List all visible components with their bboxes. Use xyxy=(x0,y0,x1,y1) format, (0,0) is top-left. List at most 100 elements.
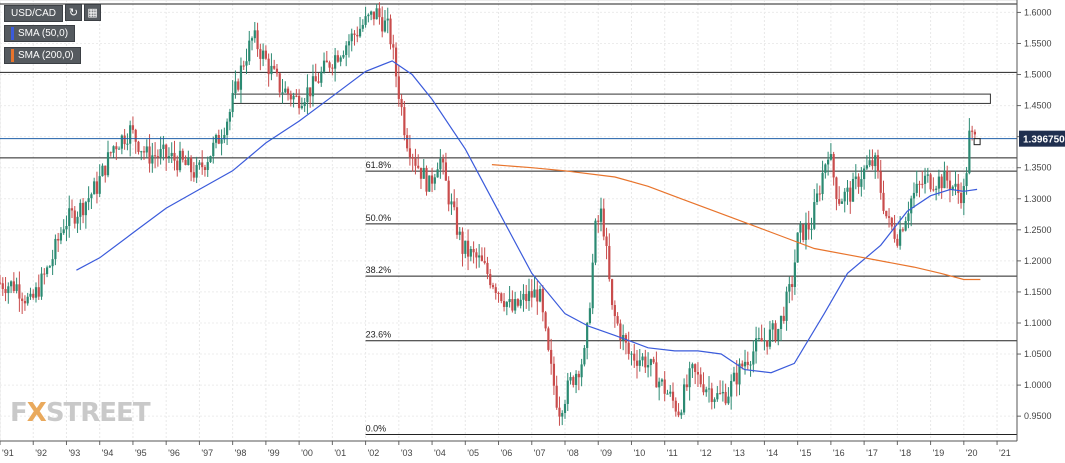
candle-body xyxy=(735,372,738,385)
candle-body xyxy=(65,226,68,230)
candle-body xyxy=(838,199,841,204)
candle-body xyxy=(829,154,832,160)
candle-body xyxy=(552,363,556,386)
candle-body xyxy=(525,293,528,302)
candle-body xyxy=(865,165,868,169)
candle-body xyxy=(594,220,597,263)
candle-body xyxy=(608,245,611,280)
x-tick-label: '15 xyxy=(800,448,812,458)
candle-body xyxy=(442,158,445,163)
candle-body xyxy=(469,249,472,257)
candle-body xyxy=(480,255,484,261)
indicator-sma50[interactable]: SMA (50,0) xyxy=(4,25,76,45)
candle-body xyxy=(899,229,902,246)
candle-body xyxy=(802,224,805,240)
candle-body xyxy=(137,141,140,152)
candle-body xyxy=(425,167,428,192)
sma50-swatch xyxy=(11,27,14,40)
candle-body xyxy=(718,393,722,395)
x-tick-label: '94 xyxy=(102,448,114,458)
candle-body xyxy=(331,67,334,69)
candle-body xyxy=(843,191,846,202)
y-tick-label: 1.2500 xyxy=(1024,225,1052,235)
candle-body xyxy=(173,152,176,161)
candle-body xyxy=(627,342,630,354)
resistance-zone[interactable] xyxy=(232,93,991,104)
candle-body xyxy=(190,157,193,173)
y-tick-label: 1.0000 xyxy=(1024,380,1052,390)
candle-body xyxy=(572,377,575,385)
candle-body xyxy=(630,353,633,355)
candle-body xyxy=(81,202,85,216)
candle-body xyxy=(901,229,904,231)
indicator-sma200[interactable]: SMA (200,0) xyxy=(4,47,81,67)
candle-body xyxy=(406,135,409,149)
candle-body xyxy=(483,260,486,263)
candle-body xyxy=(414,158,417,166)
candle-body xyxy=(912,192,916,199)
candle-body xyxy=(181,150,184,160)
y-tick-label: 1.1500 xyxy=(1024,287,1052,297)
candle-body xyxy=(774,323,777,341)
candle-body xyxy=(112,146,115,153)
candle-body xyxy=(317,81,320,83)
candle-body xyxy=(109,152,112,154)
candle-body xyxy=(530,291,533,298)
candle-body xyxy=(622,335,625,341)
candle-body xyxy=(749,364,752,366)
indicator-sma50-label: SMA (50,0) xyxy=(18,28,69,39)
candle-body xyxy=(497,292,500,294)
candle-body xyxy=(760,338,763,342)
candle-body xyxy=(34,287,38,298)
candle-body xyxy=(713,399,716,403)
refresh-icon[interactable]: ↻ xyxy=(65,4,83,21)
candle-body xyxy=(176,160,179,171)
candle-body xyxy=(730,380,733,397)
sma200-swatch xyxy=(11,49,14,62)
candle-body xyxy=(832,154,835,178)
candle-body xyxy=(968,130,971,174)
candle-body xyxy=(131,125,135,130)
candle-body xyxy=(846,187,849,192)
candle-body xyxy=(935,188,938,190)
candle-body xyxy=(547,328,550,350)
candle-body xyxy=(561,412,564,417)
candle-body xyxy=(658,381,661,388)
candle-body xyxy=(322,60,326,72)
candle-body xyxy=(350,33,353,42)
candle-body xyxy=(907,213,910,222)
x-tick-label: '14 xyxy=(766,448,778,458)
candle-body xyxy=(591,262,594,309)
candle-body xyxy=(334,55,337,69)
candle-body xyxy=(203,167,207,170)
candle-body xyxy=(286,88,290,94)
candle-body xyxy=(87,198,90,203)
candle-body xyxy=(372,11,375,20)
candle-body xyxy=(314,76,317,82)
candle-body xyxy=(59,233,63,241)
candle-body xyxy=(178,150,182,171)
symbol-label[interactable]: USD/CAD xyxy=(4,5,64,22)
candle-body xyxy=(779,315,783,329)
candle-body xyxy=(458,231,461,235)
y-axis: 0.9500 1.0000 1.0500 1.1000 1.1500 1.2000 1.25… xyxy=(1016,0,1052,441)
x-tick-label: '13 xyxy=(733,448,745,458)
candle-body xyxy=(685,384,688,388)
candle-body xyxy=(971,130,974,132)
candle-body xyxy=(140,151,143,153)
calendar-icon[interactable]: ▦ xyxy=(84,4,102,21)
x-tick-label: '02 xyxy=(368,448,380,458)
candle-body xyxy=(882,192,885,211)
candle-body xyxy=(156,156,159,158)
moving-averages xyxy=(76,60,981,374)
candle-body xyxy=(890,217,893,227)
candle-body xyxy=(782,315,785,321)
grid-lines xyxy=(0,0,1018,442)
candle-body xyxy=(295,95,298,97)
x-tick-label: '11 xyxy=(667,448,678,458)
candle-body xyxy=(145,146,148,153)
candle-body xyxy=(292,95,295,100)
candle-body xyxy=(148,146,151,164)
candle-body xyxy=(827,159,830,165)
